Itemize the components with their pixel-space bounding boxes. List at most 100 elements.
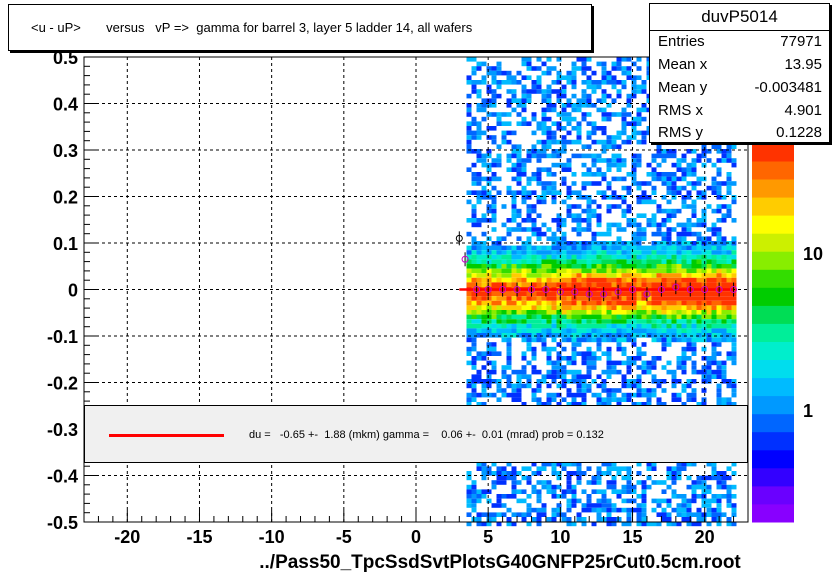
heatmap-cell <box>701 517 707 522</box>
heatmap-cell <box>726 333 732 338</box>
heatmap-cell <box>616 342 622 347</box>
heatmap-cell <box>636 57 642 62</box>
heatmap-cell <box>561 369 567 375</box>
stats-value: -0.003481 <box>754 79 822 96</box>
heatmap-cell <box>516 392 522 398</box>
heatmap-cell <box>571 484 577 490</box>
heatmap-cell <box>601 250 607 255</box>
heatmap-cell <box>696 273 702 278</box>
heatmap-cell <box>536 181 542 186</box>
heatmap-cell <box>601 300 607 306</box>
heatmap-cell <box>666 231 672 237</box>
heatmap-cell <box>621 314 627 320</box>
heatmap-cell <box>471 328 477 333</box>
heatmap-cell <box>536 383 542 389</box>
heatmap-cell <box>701 365 707 370</box>
heatmap-cell <box>666 319 672 324</box>
heatmap-cell <box>501 305 507 310</box>
heatmap-cell <box>496 61 502 67</box>
heatmap-cell <box>586 204 592 209</box>
heatmap-cell <box>496 305 502 310</box>
heatmap-cell <box>646 181 652 186</box>
heatmap-cell <box>566 185 572 191</box>
heatmap-cell <box>541 323 547 329</box>
heatmap-cell <box>721 494 727 499</box>
heatmap-cell <box>471 254 477 260</box>
heatmap-cell <box>466 402 472 407</box>
heatmap-cell <box>536 153 542 159</box>
heatmap-cell <box>561 314 567 320</box>
heatmap-cell <box>711 144 717 149</box>
heatmap-cell <box>576 130 582 136</box>
heatmap-cell <box>471 273 477 278</box>
heatmap-cell <box>606 282 612 287</box>
stats-key: Mean y <box>658 79 708 96</box>
heatmap-cell <box>541 185 547 191</box>
heatmap-cell <box>561 356 567 361</box>
heatmap-cell <box>491 369 497 375</box>
heatmap-cell <box>606 305 612 310</box>
heatmap-cell <box>546 397 552 402</box>
heatmap-cell <box>601 369 607 375</box>
heatmap-cell <box>636 121 642 126</box>
heatmap-cell <box>526 512 532 517</box>
heatmap-cell <box>556 360 562 366</box>
heatmap-cell <box>561 126 567 131</box>
heatmap-cell <box>561 300 567 306</box>
heatmap-cell <box>716 245 722 251</box>
heatmap-cell <box>696 494 702 499</box>
heatmap-cell <box>681 369 687 375</box>
heatmap-cell <box>486 149 492 154</box>
heatmap-cell <box>561 250 567 255</box>
heatmap-cell <box>681 282 687 287</box>
heatmap-cell <box>651 185 657 191</box>
heatmap-cell <box>646 282 652 287</box>
heatmap-cell <box>506 305 512 310</box>
heatmap-cell <box>566 268 572 274</box>
heatmap-cell <box>556 484 562 490</box>
heatmap-cell <box>516 121 522 126</box>
heatmap-cell <box>531 351 537 356</box>
heatmap-cell <box>501 314 507 320</box>
heatmap-cell <box>571 342 577 347</box>
heatmap-cell <box>531 190 537 195</box>
heatmap-cell <box>481 218 487 223</box>
heatmap-cell <box>551 314 557 320</box>
heatmap-cell <box>626 296 632 301</box>
heatmap-cell <box>506 328 512 333</box>
heatmap-cell <box>661 305 667 310</box>
heatmap-cell <box>516 323 522 329</box>
heatmap-cell <box>551 89 557 94</box>
heatmap-cell <box>546 319 552 324</box>
heatmap-cell <box>576 218 582 223</box>
heatmap-cell <box>506 245 512 251</box>
heatmap-cell <box>521 466 527 471</box>
heatmap-cell <box>546 310 552 315</box>
heatmap-cell <box>466 93 472 99</box>
profile-point <box>571 288 579 296</box>
heatmap-cell <box>706 254 712 260</box>
heatmap-cell <box>466 314 472 320</box>
heatmap-cell <box>521 162 527 168</box>
heatmap-cell <box>466 268 472 274</box>
heatmap-cell <box>496 466 502 471</box>
heatmap-cell <box>731 218 737 223</box>
heatmap-cell <box>471 250 477 255</box>
heatmap-cell <box>621 360 627 366</box>
heatmap-cell <box>636 139 642 145</box>
heatmap-cell <box>626 250 632 255</box>
heatmap-cell <box>726 259 732 264</box>
heatmap-cell <box>641 323 647 329</box>
heatmap-cell <box>571 245 577 251</box>
heatmap-cell <box>616 397 622 402</box>
heatmap-cell <box>546 245 552 251</box>
heatmap-cell <box>611 176 617 182</box>
heatmap-cell <box>626 139 632 145</box>
heatmap-cell <box>701 264 707 269</box>
heatmap-cell <box>506 112 512 117</box>
heatmap-cell <box>641 480 647 485</box>
heatmap-cell <box>661 388 667 393</box>
heatmap-cell <box>571 351 577 356</box>
heatmap-cell <box>481 489 487 494</box>
heatmap-cell <box>681 153 687 159</box>
